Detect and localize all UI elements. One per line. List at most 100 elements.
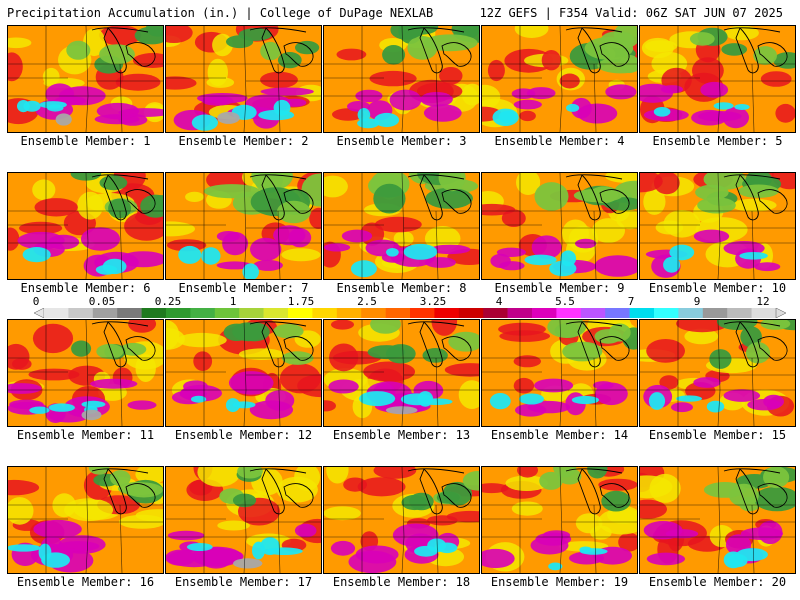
ensemble-member-label: Ensemble Member: 19 bbox=[490, 575, 629, 589]
colorbar-tick-label: 9 bbox=[693, 295, 701, 308]
colorbar-segment bbox=[92, 308, 118, 318]
colorbar-segment bbox=[214, 308, 240, 318]
precip-map bbox=[323, 172, 480, 280]
ensemble-member-panel: Ensemble Member: 15 bbox=[639, 319, 796, 449]
colorbar-tick-label: 12 bbox=[756, 295, 770, 308]
colorbar-segment bbox=[141, 308, 167, 318]
precip-map bbox=[639, 466, 796, 574]
ensemble-member-label: Ensemble Member: 16 bbox=[16, 575, 155, 589]
ensemble-member-label: Ensemble Member: 11 bbox=[16, 428, 155, 442]
colorbar-segment bbox=[117, 308, 142, 318]
ensemble-member-label: Ensemble Member: 10 bbox=[648, 281, 787, 295]
ensemble-member-panel: Ensemble Member: 12 bbox=[165, 319, 322, 449]
colorbar-segment bbox=[458, 308, 484, 318]
ensemble-member-panel: Ensemble Member: 13 bbox=[323, 319, 480, 449]
chart-title: Precipitation Accumulation (in.) | Colle… bbox=[7, 6, 434, 20]
ensemble-member-label: Ensemble Member: 6 bbox=[20, 281, 151, 295]
ensemble-member-label: Ensemble Member: 3 bbox=[336, 134, 467, 148]
ensemble-member-label: Ensemble Member: 12 bbox=[174, 428, 313, 442]
colorbar-segment bbox=[312, 308, 338, 318]
colorbar-segment bbox=[288, 308, 313, 318]
colorbar bbox=[34, 308, 786, 318]
colorbar-tick-label: 7 bbox=[627, 295, 635, 308]
colorbar-segment bbox=[678, 308, 704, 318]
colorbar-tick-label: 1.75 bbox=[287, 295, 315, 308]
ensemble-member-panel: Ensemble Member: 19 bbox=[481, 466, 638, 596]
ensemble-member-panel: Ensemble Member: 4 bbox=[481, 25, 638, 155]
run-valid-time: 12Z GEFS | F354 Valid: 06Z SAT JUN 07 20… bbox=[479, 6, 783, 20]
ensemble-member-panel: Ensemble Member: 10 bbox=[639, 172, 796, 302]
colorbar-segment bbox=[190, 308, 216, 318]
ensemble-member-panel: Ensemble Member: 17 bbox=[165, 466, 322, 596]
colorbar-segment bbox=[605, 308, 630, 318]
ensemble-member-panel: Ensemble Member: 5 bbox=[639, 25, 796, 155]
ensemble-member-panel: Ensemble Member: 1 bbox=[7, 25, 164, 155]
colorbar-segment bbox=[702, 308, 728, 318]
precip-map bbox=[165, 25, 322, 133]
colorbar-max-arrow bbox=[775, 308, 786, 318]
ensemble-member-label: Ensemble Member: 9 bbox=[494, 281, 625, 295]
colorbar-segment bbox=[410, 308, 435, 318]
colorbar-segment bbox=[239, 308, 264, 318]
ensemble-member-panel: Ensemble Member: 18 bbox=[323, 466, 480, 596]
ensemble-member-panel: Ensemble Member: 16 bbox=[7, 466, 164, 596]
precip-map bbox=[7, 319, 164, 427]
ensemble-member-panel: Ensemble Member: 8 bbox=[323, 172, 480, 302]
ensemble-member-panel: Ensemble Member: 7 bbox=[165, 172, 322, 302]
colorbar-segment bbox=[336, 308, 362, 318]
precip-map bbox=[481, 25, 638, 133]
precip-map bbox=[165, 466, 322, 574]
colorbar-segment bbox=[483, 308, 508, 318]
precip-map bbox=[7, 466, 164, 574]
colorbar-tick-label: 3.25 bbox=[419, 295, 447, 308]
precip-map bbox=[7, 25, 164, 133]
colorbar-tick-label: 0.05 bbox=[88, 295, 116, 308]
ensemble-member-label: Ensemble Member: 14 bbox=[490, 428, 629, 442]
colorbar-segment bbox=[68, 308, 94, 318]
colorbar-segment bbox=[434, 308, 460, 318]
colorbar-segment bbox=[44, 308, 69, 318]
precip-map bbox=[165, 319, 322, 427]
precip-map bbox=[639, 25, 796, 133]
colorbar-segment bbox=[629, 308, 655, 318]
colorbar-min-arrow bbox=[34, 308, 45, 318]
colorbar-segment bbox=[654, 308, 679, 318]
ensemble-member-panel: Ensemble Member: 2 bbox=[165, 25, 322, 155]
colorbar-segment bbox=[532, 308, 557, 318]
ensemble-member-panel: Ensemble Member: 11 bbox=[7, 319, 164, 449]
colorbar-tick-label: 5.5 bbox=[555, 295, 575, 308]
ensemble-member-panel: Ensemble Member: 20 bbox=[639, 466, 796, 596]
colorbar-segment bbox=[385, 308, 411, 318]
colorbar-segment bbox=[556, 308, 582, 318]
precip-map bbox=[639, 172, 796, 280]
precip-map bbox=[323, 466, 480, 574]
ensemble-member-label: Ensemble Member: 17 bbox=[174, 575, 313, 589]
ensemble-member-label: Ensemble Member: 5 bbox=[652, 134, 783, 148]
colorbar-segment bbox=[507, 308, 533, 318]
ensemble-member-label: Ensemble Member: 13 bbox=[332, 428, 471, 442]
ensemble-member-panel: Ensemble Member: 14 bbox=[481, 319, 638, 449]
precip-map bbox=[639, 319, 796, 427]
precip-map bbox=[165, 172, 322, 280]
colorbar-tick-label: 1 bbox=[229, 295, 237, 308]
colorbar-tick-label: 2.5 bbox=[357, 295, 377, 308]
ensemble-member-label: Ensemble Member: 20 bbox=[648, 575, 787, 589]
ensemble-member-label: Ensemble Member: 15 bbox=[648, 428, 787, 442]
precip-map bbox=[481, 466, 638, 574]
colorbar-segment bbox=[751, 308, 777, 318]
colorbar-tick-label: 4 bbox=[495, 295, 503, 308]
ensemble-member-panel: Ensemble Member: 9 bbox=[481, 172, 638, 302]
precip-map bbox=[323, 25, 480, 133]
ensemble-member-label: Ensemble Member: 4 bbox=[494, 134, 625, 148]
colorbar-segment bbox=[263, 308, 289, 318]
ensemble-member-label: Ensemble Member: 8 bbox=[336, 281, 467, 295]
ensemble-member-panel: Ensemble Member: 3 bbox=[323, 25, 480, 155]
precip-map bbox=[7, 172, 164, 280]
colorbar-segment bbox=[727, 308, 752, 318]
ensemble-member-label: Ensemble Member: 7 bbox=[178, 281, 309, 295]
ensemble-member-panel: Ensemble Member: 6 bbox=[7, 172, 164, 302]
precip-map bbox=[481, 319, 638, 427]
colorbar-segment bbox=[361, 308, 386, 318]
colorbar-tick-label: 0.25 bbox=[154, 295, 182, 308]
ensemble-member-label: Ensemble Member: 2 bbox=[178, 134, 309, 148]
